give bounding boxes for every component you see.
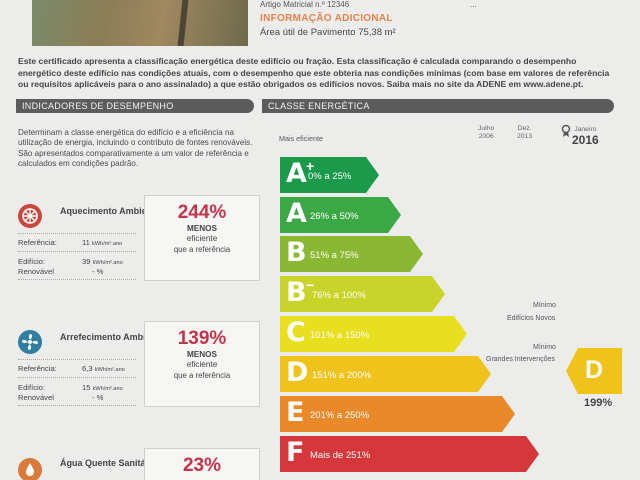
energy-bar-range: 76% a 100% [312, 290, 366, 301]
result-percent: 244% [177, 202, 227, 223]
artigo-matricial: Artigo Matricial n.º 12346 [260, 0, 350, 9]
building-photo [32, 0, 248, 46]
indicator-name: Aquecimento Ambiente [60, 206, 161, 216]
classe-header: CLASSE ENERGÉTICA [262, 99, 614, 113]
indicadores-intro: Determinam a classe energética do edifíc… [18, 128, 253, 169]
energy-bar-sup: − [306, 277, 315, 293]
date-2006: Julho 2006 [478, 125, 495, 140]
heating-icon [18, 204, 42, 228]
ref-row: Referência: 6,3 kWh/m².ano [18, 364, 125, 373]
minimo-label-2: Mínimo [533, 344, 556, 351]
energy-bar-letter: F [286, 437, 305, 468]
result-percent: 23% [182, 455, 222, 476]
energy-bar-3: B 51% a 75% [280, 236, 424, 272]
edif-row: Edifício: 15 kWh/m².ano [18, 383, 123, 392]
award-icon [561, 124, 571, 143]
energy-bar-range: 201% a 250% [310, 410, 370, 421]
energy-bar-7: E 201% a 250% [280, 396, 516, 432]
indicator-name: Arrefecimento Ambiente [60, 332, 165, 342]
cooling-icon [18, 330, 42, 354]
area-util: Área útil de Pavimento 75,38 m² [260, 27, 396, 38]
date-2013: Dez. 2013 [517, 125, 533, 140]
indicator-name: Água Quente Sanitária [60, 458, 157, 468]
energy-bar-1: A +0% a 25% [280, 157, 380, 193]
arrefecimento-result-box: 139% MENOS eficiente que a referência [144, 321, 260, 407]
agua-result-box: 23% [144, 448, 260, 480]
energy-bar-5: C 101% a 150% [280, 316, 468, 352]
result-percent: 139% [177, 328, 227, 349]
renov-row: Renovável - % [18, 393, 104, 402]
info-adicional-title: INFORMAÇÃO ADICIONAL [260, 13, 393, 24]
top-cut-text: Artigo Matricial n.º 12346 ... [260, 0, 477, 9]
energy-bar-sup: + [306, 158, 315, 174]
minimo-label-1: Mínimo [533, 302, 556, 309]
energy-bar-letter: C [286, 317, 306, 348]
energy-bar-letter: B [286, 237, 307, 268]
energy-bar-letter: A [286, 198, 307, 229]
mais-eficiente-label: Mais eficiente [279, 134, 323, 143]
ref-row: Referência: 11 kWh/m².ano [18, 238, 123, 247]
energy-bar-range: 101% a 150% [310, 330, 370, 341]
aquecimento-result-box: 244% MENOS eficiente que a referência [144, 195, 260, 281]
certificate-intro: Este certificado apresenta a classificaç… [18, 56, 610, 89]
energy-bar-range: 0% a 25% [308, 171, 352, 182]
energy-bar-range: Mais de 251% [310, 450, 371, 461]
current-class-letter: D [585, 356, 604, 384]
current-class-percent: 199% [584, 397, 613, 409]
water-heater-icon [18, 458, 42, 480]
energy-bar-8: F Mais de 251% [280, 436, 540, 472]
renov-row: Renovável - % [18, 267, 104, 276]
energy-bar-range: 51% a 75% [310, 250, 359, 261]
energy-bar-range: 26% a 50% [310, 211, 359, 222]
energy-bar-range: 151% a 200% [312, 370, 372, 381]
energy-bar-letter: A [286, 158, 307, 189]
energy-bar-letter: D [286, 357, 309, 388]
current-class-marker: D [566, 348, 622, 394]
energy-bar-4: B −76% a 100% [280, 276, 446, 312]
energy-bar-letter: E [286, 397, 305, 428]
energy-bar-6: D 151% a 200% [280, 356, 492, 392]
top-right-cut: ... [470, 0, 477, 9]
grandes-intervencoes-label: Grandes Intervenções [486, 356, 555, 363]
edificios-novos-label: Edifícios Novos [507, 315, 556, 322]
energy-bar-letter: B [286, 277, 307, 308]
date-2016: Janeiro 2016 [572, 126, 599, 147]
edif-row: Edifício: 39 kWh/m².ano [18, 257, 123, 266]
energy-bar-2: A 26% a 50% [280, 197, 402, 233]
indicadores-header: INDICADORES DE DESEMPENHO [16, 99, 254, 113]
